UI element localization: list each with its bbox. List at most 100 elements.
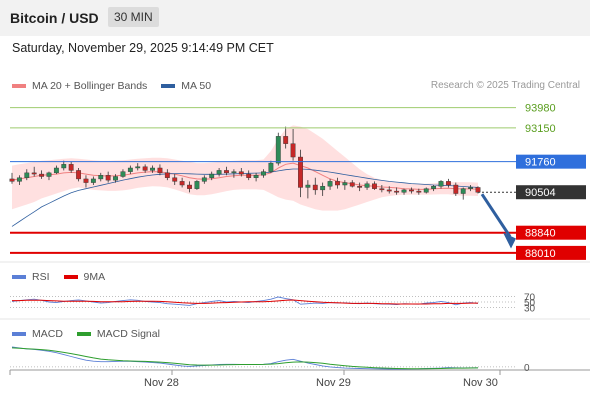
candle-body [268,162,274,172]
rsi-ma9-legend-label: 9MA [83,271,106,283]
candle-body [445,181,451,186]
candle-body [53,167,59,174]
candle-body [105,175,111,181]
candle-body [179,181,185,186]
candle-body [187,184,192,189]
macd-swatch [12,332,26,336]
research-credit: Research © 2025 Trading Central [430,80,580,91]
rsi-ma9-line [12,299,478,305]
candle-body [320,186,326,191]
candle-body [209,173,215,178]
candle-body [201,177,207,182]
level-label-resistance: 93150 [525,123,556,135]
candle-body [9,178,15,182]
candle-body [275,136,281,164]
candle-body [135,166,141,169]
candle-body [172,177,178,182]
level-box-support [516,225,586,240]
ma50-swatch [161,84,176,88]
ma20-legend-label: MA 20 + Bollinger Bands [32,80,148,92]
candle-body [312,184,318,191]
bollinger-band-area [12,125,478,211]
candle-body [238,171,244,175]
candle-body [216,170,222,175]
candle-body [372,183,377,189]
rsi-tick-label: 50 [524,298,536,309]
x-label-nov28: Nov 28 [144,377,179,389]
candle-body [127,167,133,172]
candle-body [290,143,296,158]
ma20-swatch [12,84,26,88]
candle-body [224,170,229,174]
candle-body [24,172,30,178]
level-box-pivot [516,154,586,169]
level-label-last: 90504 [525,187,556,199]
level-box-support [516,245,586,260]
rsi-tick-label: 70 [524,292,536,303]
candle-body [283,136,289,144]
candle-body [113,176,118,181]
candle-body [68,164,74,171]
header-bar: Bitcoin / USD 30 MIN [0,0,590,36]
candle-body [409,189,414,192]
candle-body [401,189,407,193]
candle-body [16,177,22,182]
macd-signal-swatch [76,332,91,336]
macd-tick-label: 0 [524,363,530,374]
main-legend: MA 20 + Bollinger Bands MA 50 [12,80,225,92]
candle-body [423,188,429,193]
candle-body [453,184,459,194]
rsi-swatch [12,275,26,279]
candle-body [468,187,474,189]
candle-body [460,188,466,194]
ma50-legend-label: MA 50 [181,80,212,92]
candle-body [386,189,392,192]
timeframe-badge[interactable]: 30 MIN [108,7,159,27]
candle-body [379,188,385,191]
candle-body [142,166,148,171]
level-label-support: 88840 [525,228,556,240]
level-label-support: 88010 [525,248,556,260]
rsi-tick-label: 30 [524,304,536,315]
candle-body [416,190,422,193]
macd-legend: MACD MACD Signal [12,328,174,340]
candle-body [349,182,355,187]
candle-body [431,186,437,189]
candle-body [150,167,155,171]
candle-body [98,175,104,180]
candle-body [120,171,126,177]
candle-body [157,167,163,174]
candle-body [305,184,311,188]
candle-body [83,178,89,183]
candle-body [46,172,52,177]
candle-body [253,175,259,178]
candle-body [438,181,444,187]
candle-body [164,172,170,178]
level-label-pivot: 91760 [525,157,556,169]
level-box-last [516,185,586,200]
candle-body [394,190,400,193]
macd-signal-legend-label: MACD Signal [96,328,160,340]
candle-body [76,170,81,180]
rsi-legend-label: RSI [32,271,50,283]
macd-legend-label: MACD [32,328,63,340]
candle-body [298,156,303,188]
candle-body [90,178,96,183]
rsi-ma9-swatch [63,275,78,279]
ma20-line [11,162,479,190]
candle-body [231,171,237,174]
datetime-label: Saturday, November 29, 2025 9:14:49 PM C… [12,41,274,55]
x-label-nov30: Nov 30 [463,377,498,389]
candle-body [335,181,340,186]
candle-body [364,183,370,188]
forecast-arrow-shaft [480,193,512,238]
candle-body [261,171,266,176]
candle-body [31,172,37,175]
candle-body [246,173,252,178]
candle-body [357,186,363,188]
candle-body [61,164,67,169]
x-label-nov29: Nov 29 [316,377,351,389]
instrument-title: Bitcoin / USD [10,10,99,26]
candle-body [39,173,45,177]
